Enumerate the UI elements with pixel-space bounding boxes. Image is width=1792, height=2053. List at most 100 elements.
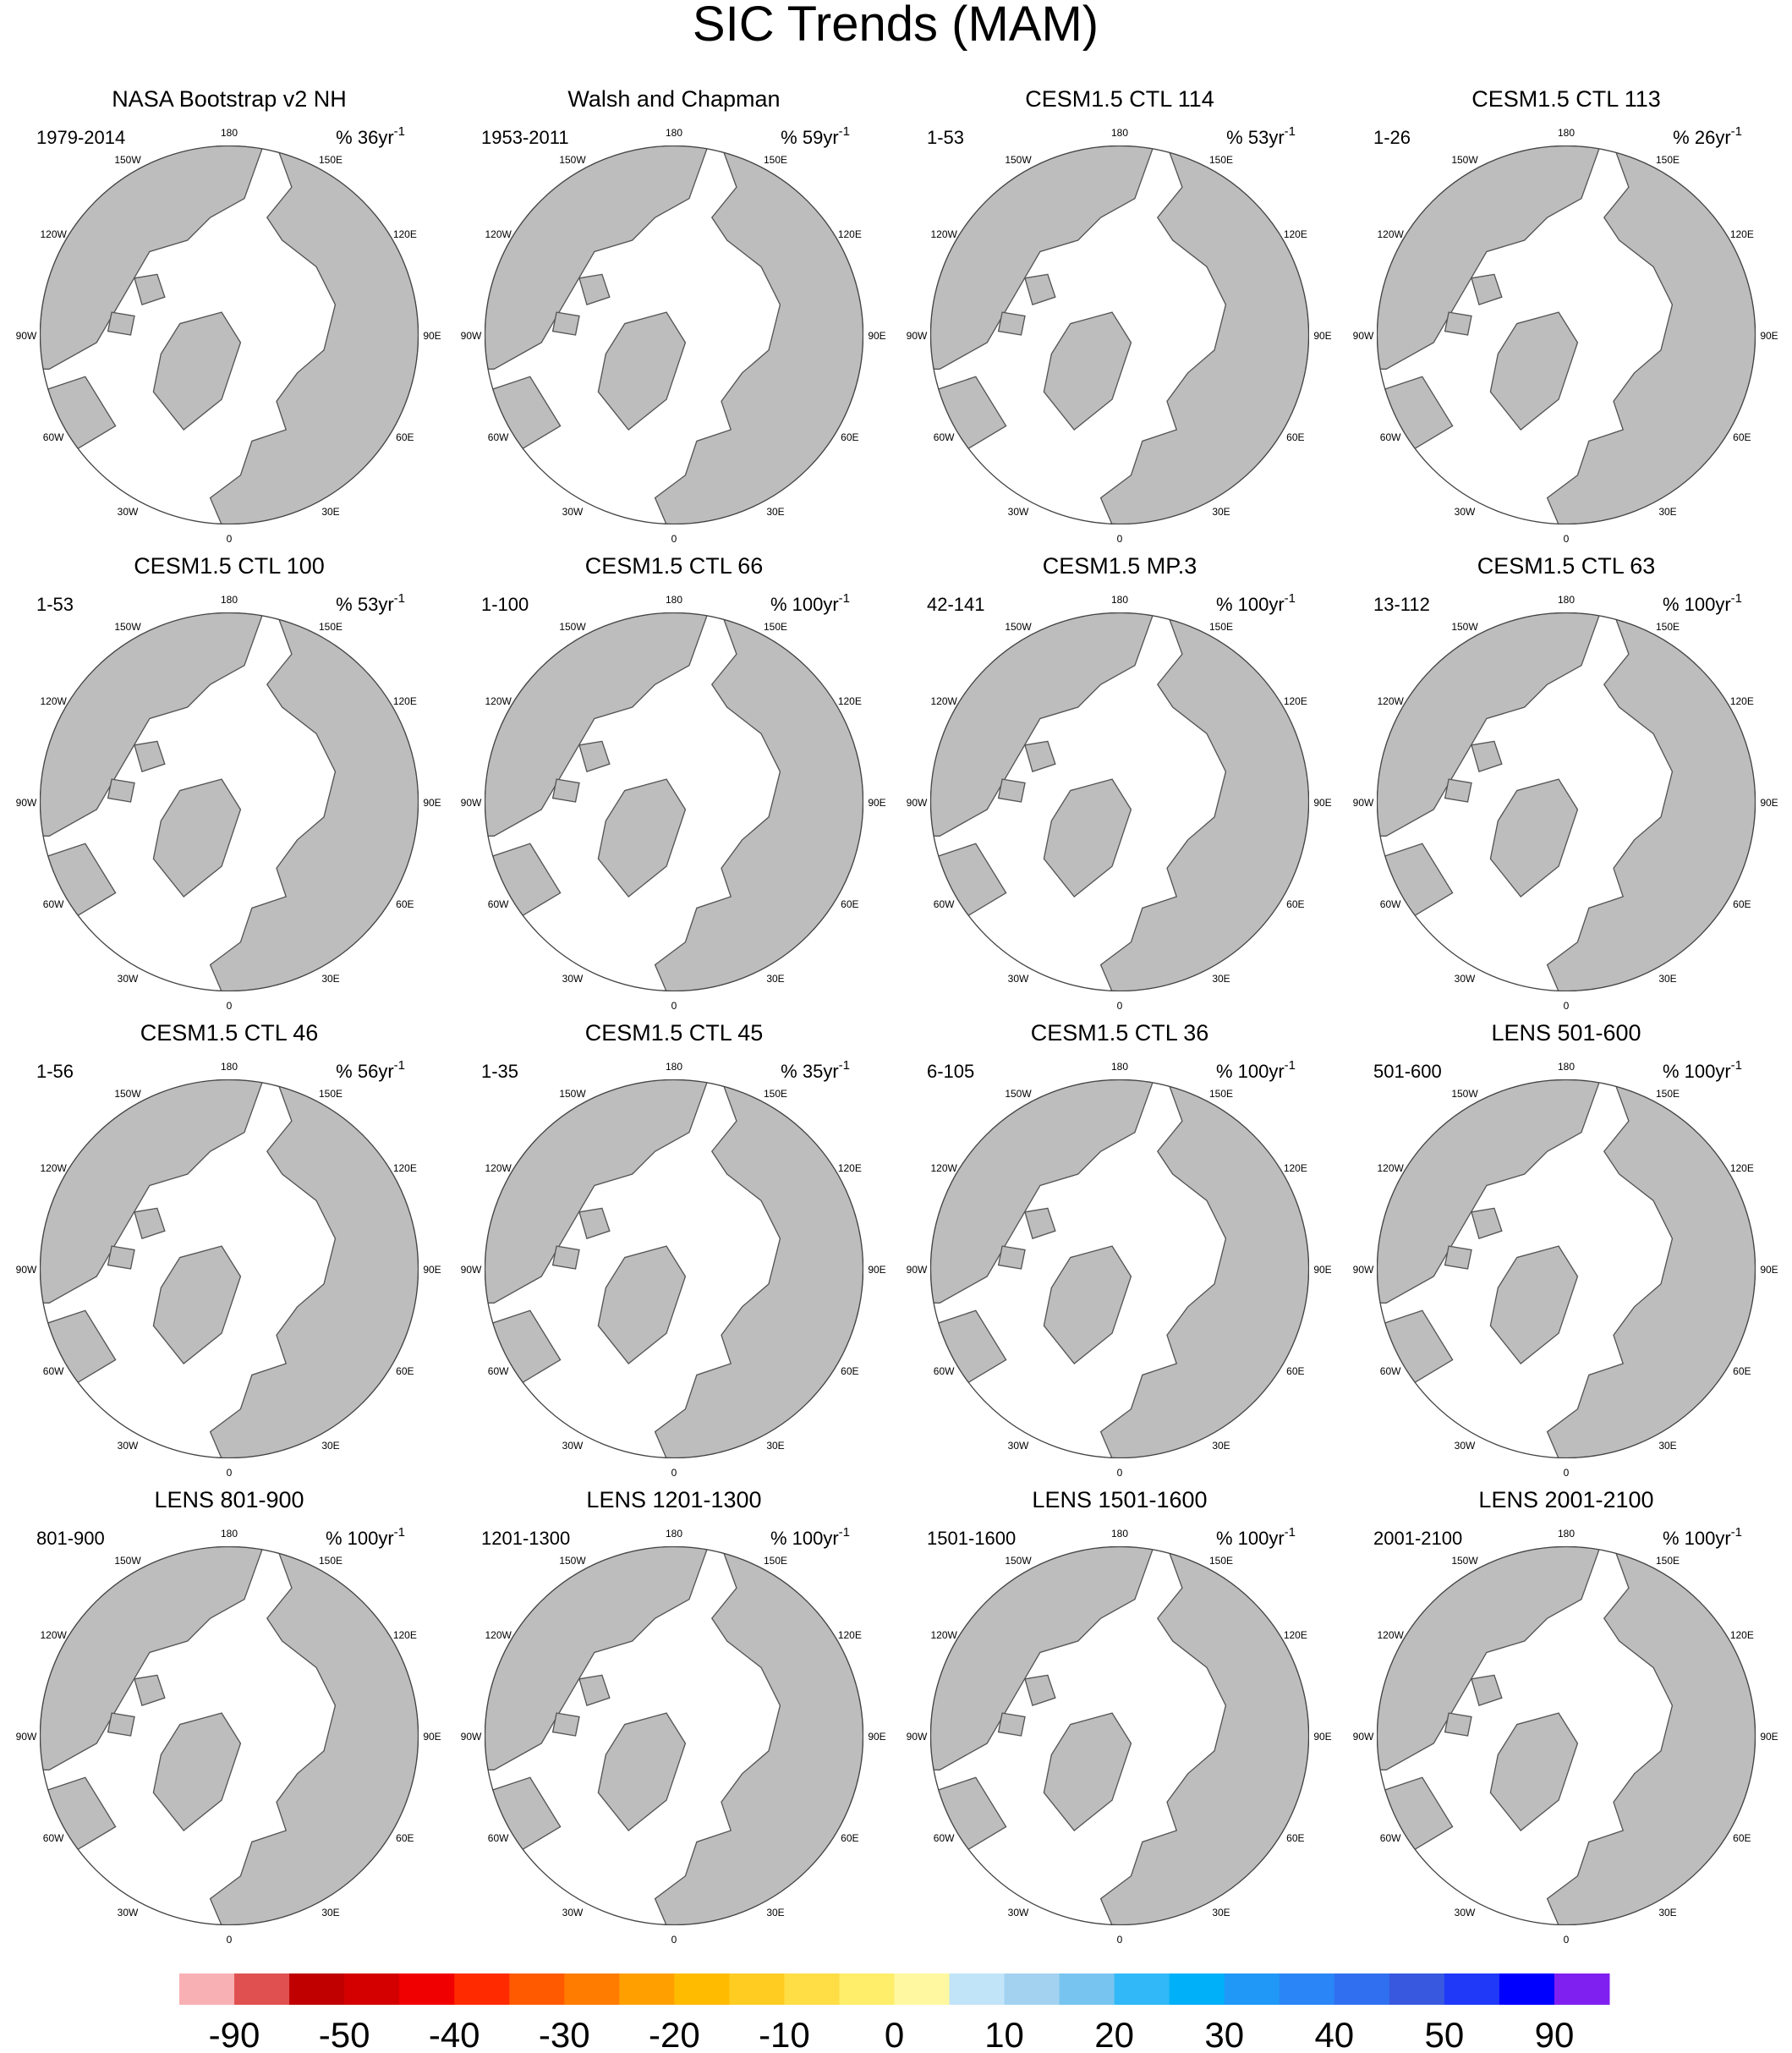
longitude-label: 120W <box>485 695 512 707</box>
longitude-label: 60W <box>934 898 955 910</box>
longitude-label: 30W <box>1455 506 1476 518</box>
panel-units: % 100yr-1 <box>770 591 850 615</box>
longitude-label: 90W <box>907 330 928 342</box>
polar-map <box>485 612 863 991</box>
panel-units: % 100yr-1 <box>1663 1058 1742 1082</box>
longitude-label: 150E <box>319 154 343 166</box>
longitude-label: 0 <box>1117 1467 1123 1479</box>
longitude-label: 120E <box>1730 228 1754 240</box>
longitude-label: 60W <box>43 1365 64 1377</box>
longitude-label: 150E <box>764 154 787 166</box>
longitude-label: 60W <box>488 898 509 910</box>
longitude-label: 60W <box>934 1365 955 1377</box>
units-exponent: -1 <box>394 1058 405 1073</box>
longitude-label: 60W <box>43 898 64 910</box>
colorbar-label: 40 <box>1314 2015 1354 2053</box>
map-panel: Walsh and Chapman 1953-2011 % 59yr-1 0 30E 60… <box>461 86 886 545</box>
longitude-label: 150E <box>1656 1088 1680 1100</box>
longitude-label: 120W <box>40 1162 67 1174</box>
longitude-label: 60E <box>396 1832 414 1844</box>
longitude-label: 180 <box>1558 1528 1575 1540</box>
panel-title: CESM1.5 CTL 46 <box>140 1020 319 1046</box>
polar-map <box>1377 1546 1756 1925</box>
panel-period: 1-53 <box>36 594 74 615</box>
panel-title: CESM1.5 CTL 100 <box>134 553 325 579</box>
panel-period: 1-26 <box>1373 127 1411 148</box>
longitude-label: 120W <box>485 228 512 240</box>
longitude-label: 150W <box>559 154 586 166</box>
longitude-label: 120E <box>838 228 862 240</box>
longitude-label: 120W <box>930 1629 957 1641</box>
longitude-label: 60E <box>1733 1365 1751 1377</box>
colorbar-swatch <box>564 1973 620 2005</box>
colorbar-label: 90 <box>1535 2015 1575 2053</box>
units-text: % 100yr <box>1216 594 1285 615</box>
polar-map <box>930 1546 1309 1925</box>
longitude-label: 60E <box>841 1832 858 1844</box>
longitude-label: 30W <box>562 1907 584 1919</box>
longitude-label: 90W <box>1353 1731 1374 1743</box>
panel-units: % 59yr-1 <box>781 124 850 148</box>
colorbar-label: 50 <box>1425 2015 1465 2053</box>
longitude-label: 150E <box>1209 1555 1233 1567</box>
map-panel: CESM1.5 CTL 45 1-35 % 35yr-1 0 30E 60E 90E 120E… <box>461 1020 886 1479</box>
longitude-label: 180 <box>1111 1061 1128 1073</box>
longitude-label: 30E <box>321 506 339 518</box>
map-panel: CESM1.5 MP.3 42-141 % 100yr-1 0 30E 60E 90E 120… <box>907 553 1332 1012</box>
units-exponent: -1 <box>1285 124 1296 139</box>
units-text: % 100yr <box>1663 1061 1731 1082</box>
longitude-label: 60E <box>396 1365 414 1377</box>
longitude-label: 30E <box>321 1907 339 1919</box>
longitude-label: 120E <box>1284 1629 1307 1641</box>
map-panel: LENS 801-900 801-900 % 100yr-1 0 30E 60E 90E 12… <box>16 1487 441 1946</box>
units-exponent: -1 <box>1731 591 1742 606</box>
colorbar-swatch <box>1279 1973 1335 2005</box>
colorbar-label: -30 <box>539 2015 590 2053</box>
longitude-label: 180 <box>1558 127 1575 139</box>
longitude-label: 180 <box>221 1528 238 1540</box>
panel-period: 6-105 <box>927 1061 974 1082</box>
longitude-label: 90E <box>1313 330 1331 342</box>
longitude-label: 30W <box>1008 973 1029 985</box>
longitude-label: 90E <box>423 330 441 342</box>
colorbar-swatch <box>894 1973 951 2005</box>
units-text: % 100yr <box>1663 1528 1731 1549</box>
colorbar-label: 10 <box>984 2015 1024 2053</box>
units-exponent: -1 <box>1285 1525 1296 1540</box>
panel-period: 2001-2100 <box>1373 1528 1462 1549</box>
colorbar-swatch <box>1389 1973 1445 2005</box>
longitude-label: 150W <box>559 621 586 633</box>
longitude-label: 90E <box>868 1264 885 1276</box>
map-panel: CESM1.5 CTL 36 6-105 % 100yr-1 0 30E 60E 90E 12… <box>907 1020 1332 1479</box>
longitude-label: 90E <box>1760 1731 1778 1743</box>
units-text: % 53yr <box>336 594 393 615</box>
longitude-label: 180 <box>1111 1528 1128 1540</box>
panel-period: 1-35 <box>481 1061 518 1082</box>
longitude-label: 120E <box>1730 1629 1754 1641</box>
longitude-label: 90E <box>1760 797 1778 809</box>
units-text: % 100yr <box>1216 1528 1285 1549</box>
longitude-label: 150W <box>559 1555 586 1567</box>
colorbar-swatch <box>289 1973 345 2005</box>
colorbar-label: -20 <box>649 2015 700 2053</box>
longitude-label: 30E <box>766 1440 784 1452</box>
colorbar-label: -40 <box>429 2015 480 2053</box>
longitude-label: 120E <box>393 695 417 707</box>
panel-units: % 36yr-1 <box>336 124 405 148</box>
longitude-label: 30E <box>1212 506 1230 518</box>
colorbar-swatch <box>784 1973 840 2005</box>
panel-units: % 35yr-1 <box>781 1058 850 1082</box>
longitude-label: 180 <box>1111 127 1128 139</box>
longitude-label: 180 <box>221 127 238 139</box>
units-text: % 35yr <box>781 1061 838 1082</box>
longitude-label: 60E <box>396 898 414 910</box>
longitude-label: 150E <box>1656 621 1680 633</box>
colorbar-label: 30 <box>1204 2015 1244 2053</box>
colorbar-swatch <box>1169 1973 1225 2005</box>
panel-period: 42-141 <box>927 594 985 615</box>
longitude-label: 180 <box>666 1528 682 1540</box>
panel-units: % 100yr-1 <box>770 1525 850 1549</box>
colorbar-swatch <box>1334 1973 1390 2005</box>
longitude-label: 0 <box>1564 1934 1570 1946</box>
